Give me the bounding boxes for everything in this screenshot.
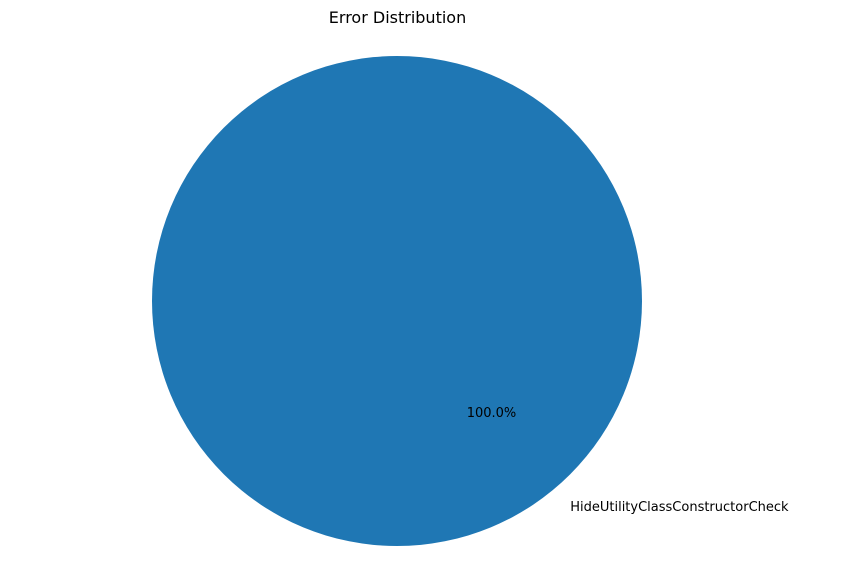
pie-labels: 100.0% HideUtilityClassConstructorCheck	[467, 406, 789, 515]
slice-category-label: HideUtilityClassConstructorCheck	[570, 500, 789, 515]
pie-slices	[152, 56, 642, 546]
slice-percent-label: 100.0%	[467, 406, 517, 421]
pie-slice	[152, 56, 642, 546]
chart-title: Error Distribution	[328, 8, 467, 27]
